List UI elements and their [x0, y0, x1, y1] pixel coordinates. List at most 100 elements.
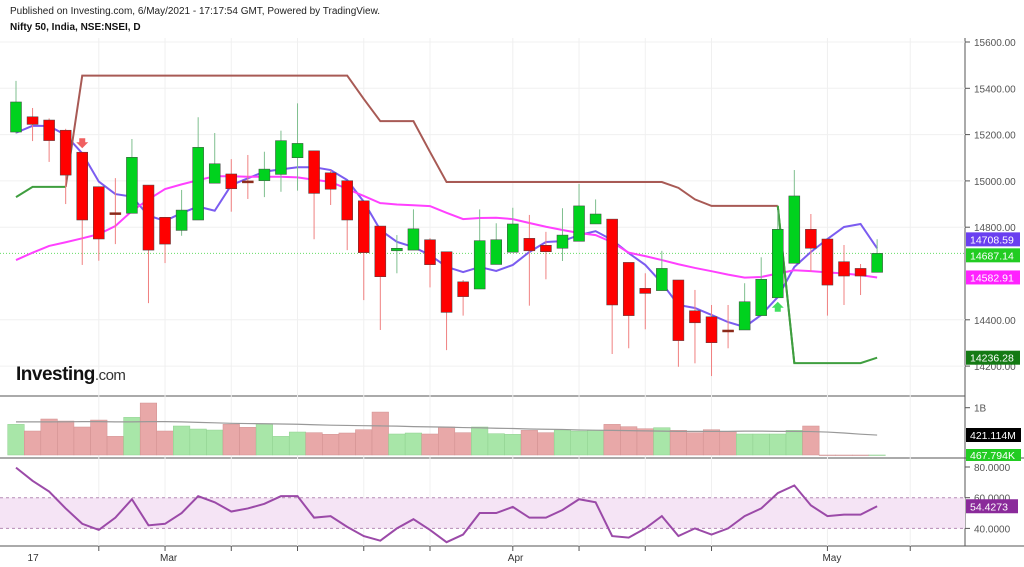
- fast-ma-value-label: 14708.59: [970, 234, 1014, 246]
- candle-body: [43, 119, 55, 141]
- volume-bar: [653, 427, 671, 456]
- volume-bar: [769, 433, 787, 456]
- candle-body: [10, 101, 22, 133]
- logo-text: Investing: [16, 364, 95, 385]
- candle-body: [175, 209, 188, 231]
- price-tick-label: 14800.00: [974, 223, 1016, 234]
- rsi-line: [15, 466, 878, 544]
- candle-body: [109, 212, 122, 215]
- candle-body: [440, 251, 453, 313]
- candle-body: [407, 228, 420, 251]
- volume-bar: [288, 431, 307, 456]
- price-tick-label: 15400.00: [974, 84, 1016, 95]
- volume-bar: [686, 432, 704, 456]
- volume-bar: [156, 430, 174, 456]
- candle-body: [788, 195, 801, 264]
- candle-body: [142, 184, 155, 251]
- candle-body: [225, 173, 238, 190]
- published-note: Published on Investing.com, 6/May/2021 -…: [10, 6, 381, 17]
- price-tick-label: 14400.00: [974, 316, 1016, 327]
- volume-bar: [802, 425, 820, 456]
- candle-body: [76, 151, 88, 221]
- candle-body: [291, 143, 304, 159]
- volume-bar: [818, 454, 836, 456]
- slow-ma-value-label-bg: [966, 270, 1020, 285]
- volume-bar: [852, 454, 870, 456]
- candle-body: [672, 279, 685, 341]
- symbol-title: Nifty 50, India, NSE:NSEI, D: [10, 22, 141, 33]
- candle-body: [589, 213, 602, 225]
- candle-body: [341, 180, 353, 221]
- price-tick-label: 15600.00: [974, 38, 1016, 49]
- candle-body: [838, 261, 850, 277]
- candle-body: [556, 234, 569, 249]
- volume-bar: [669, 430, 687, 456]
- volume-bar: [73, 426, 91, 456]
- candle-body: [208, 163, 221, 184]
- candle-body: [490, 239, 502, 265]
- candle-body: [622, 262, 635, 316]
- candle-body: [473, 240, 486, 290]
- volume-bar: [752, 433, 770, 456]
- candle-body: [324, 172, 337, 190]
- volume-bar: [7, 424, 25, 456]
- volume-bar: [40, 418, 58, 456]
- candle-body: [93, 186, 105, 240]
- rsi-value-label-bg: [966, 499, 1018, 514]
- price-tick-label: 14200.00: [974, 362, 1016, 373]
- candle-body: [126, 157, 138, 214]
- volume-bar: [322, 434, 340, 456]
- volume-ma-label: 421.114M: [970, 430, 1016, 442]
- volume-bar: [636, 428, 654, 456]
- volume-last-label: 467.794K: [970, 450, 1015, 462]
- volume-bar: [702, 429, 721, 456]
- fast-ma-value-label-bg: [966, 232, 1020, 247]
- volume-bar: [868, 454, 886, 456]
- volume-bar: [338, 432, 356, 456]
- investing-logo: Investing.com: [16, 364, 126, 386]
- candle-body: [722, 329, 734, 333]
- buy-arrow-icon: [771, 301, 784, 312]
- candle-body: [656, 268, 668, 291]
- candle-body: [457, 281, 469, 297]
- volume-bar: [835, 454, 853, 456]
- candle-body: [772, 229, 784, 299]
- candle-body: [258, 168, 271, 181]
- candle-body: [391, 248, 403, 252]
- candle-body: [242, 180, 254, 184]
- candle-body: [871, 253, 883, 273]
- volume-bar: [471, 426, 489, 456]
- candle-body: [606, 218, 618, 306]
- volume-bar: [272, 436, 290, 456]
- volume-bar: [239, 427, 257, 456]
- volume-bar: [305, 432, 323, 456]
- volume-bar: [438, 426, 456, 456]
- volume-bar: [421, 433, 439, 456]
- volume-bar: [173, 425, 191, 456]
- lower-channel-value-label-bg: [966, 350, 1020, 365]
- last-close-label-bg: [966, 248, 1020, 263]
- volume-bar: [487, 433, 505, 456]
- slow-ma-line: [15, 175, 878, 279]
- volume-bar: [57, 420, 75, 456]
- volume-bar: [570, 430, 588, 456]
- price-tick-label: 15200.00: [974, 131, 1016, 142]
- sell-arrow-icon: [76, 138, 89, 149]
- volume-bar: [736, 433, 754, 456]
- candle-body: [689, 310, 701, 324]
- slow-ma-value-label: 14582.91: [970, 272, 1014, 284]
- volume-bar: [255, 423, 273, 456]
- volume-bar: [520, 430, 538, 456]
- x-tick-label: May: [822, 553, 841, 564]
- volume-bar: [537, 432, 555, 456]
- volume-bar: [123, 417, 141, 456]
- rsi-tick-label: 60.0000: [974, 494, 1011, 505]
- lower-channel-value-label: 14236.28: [970, 353, 1014, 365]
- volume-bar: [139, 402, 157, 456]
- lower-channel-line: [15, 185, 66, 198]
- last-close-label: 14687.14: [970, 250, 1014, 262]
- x-tick-label: Mar: [160, 553, 178, 564]
- volume-bar: [553, 429, 571, 456]
- volume-bar: [454, 432, 472, 456]
